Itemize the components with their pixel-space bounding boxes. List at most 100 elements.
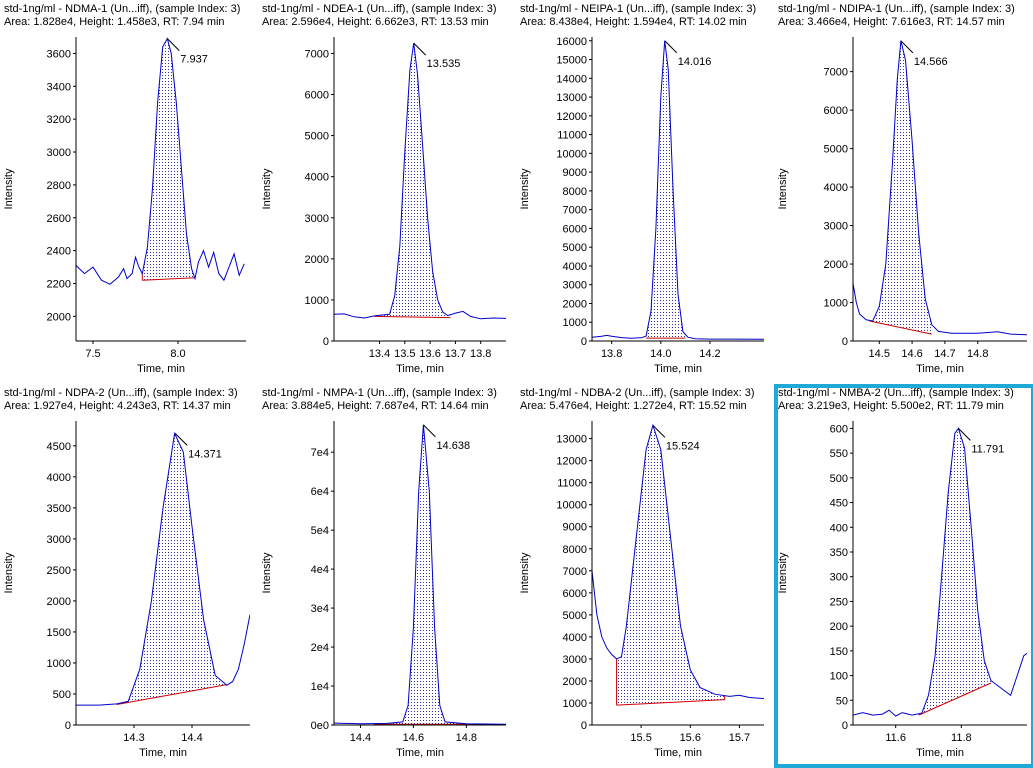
x-tick-label: 14.2: [699, 348, 720, 360]
y-tick-label: 2600: [47, 213, 71, 225]
selected-panel-frame: [774, 384, 1033, 768]
chromatogram-panel[interactable]: std-1ng/ml - NDBA-2 (Un...iff), (sample …: [516, 384, 774, 767]
y-tick-label: 1000: [563, 317, 587, 329]
y-tick-label: 0: [842, 336, 848, 348]
peak-label-leader: [652, 425, 666, 438]
x-tick-label: 8.0: [170, 348, 185, 360]
x-tick-label: 15.7: [729, 732, 750, 744]
y-tick-label: 12000: [556, 456, 587, 468]
chromatogram-plot: 2000 2200 2400 2600 2800 3000 3200 3400 3600 7.5 8…: [3, 37, 246, 375]
y-tick-label: 5000: [563, 610, 587, 622]
chromatogram-panel[interactable]: std-1ng/ml - NDEA-1 (Un...iff), (sample …: [258, 0, 516, 383]
chromatogram-panel[interactable]: std-1ng/ml - NMBA-2 (Un...iff), (sample …: [774, 384, 1032, 767]
peak-rt-label: 14.016: [678, 56, 712, 68]
y-tick-label: 4000: [824, 182, 848, 194]
y-tick-label: 0: [842, 720, 848, 732]
peak-label-leader: [664, 40, 678, 54]
y-tick-label: 14000: [556, 73, 587, 85]
x-tick-label: 13.7: [445, 348, 466, 360]
chromatogram-trace: [853, 40, 1027, 336]
y-tick-label: 1500: [47, 627, 71, 639]
peak-label-leader: [958, 428, 971, 441]
y-tick-label: 10000: [556, 148, 587, 160]
integration-baseline: [374, 315, 451, 319]
y-tick-label: 13000: [556, 92, 587, 104]
chromatogram-plot: 0e0 1e4 2e4 3e4 4e4 5e4 6e4 7e4 14.4 14.6 14.8 Time…: [261, 421, 506, 759]
integrated-area: [373, 424, 493, 725]
chromatogram-panel[interactable]: std-1ng/ml - NEIPA-1 (Un...iff), (sample…: [516, 0, 774, 383]
y-tick-label: 2200: [47, 278, 71, 290]
x-axis-label: Time, min: [396, 747, 444, 759]
y-tick-label: 2800: [47, 180, 71, 192]
y-tick-label: 2000: [47, 596, 71, 608]
chromatogram-plot: 0 50 100 150 200 250 300 350 400 450 500 550 600 11.6…: [777, 421, 1027, 759]
y-tick-label: 8000: [563, 186, 587, 198]
y-tick-label: 5e4: [311, 525, 329, 537]
chromatogram-plot: 0 1000 2000 3000 4000 5000 6000 7000 14.5 14.6 14.…: [777, 37, 1027, 375]
chromatogram-plot: 0 1000 2000 3000 4000 5000 6000 7000 8000 9000 100…: [519, 36, 764, 375]
y-tick-label: 200: [830, 621, 848, 633]
x-axis-label: Time, min: [139, 747, 187, 759]
y-tick-label: 3000: [563, 280, 587, 292]
y-tick-label: 12000: [556, 111, 587, 123]
y-tick-label: 3500: [47, 503, 71, 515]
panel-title: std-1ng/ml - NMBA-2 (Un...iff), (sample …: [778, 387, 1014, 399]
y-tick-label: 4e4: [311, 564, 329, 576]
y-tick-label: 7000: [563, 205, 587, 217]
y-tick-label: 450: [830, 498, 848, 510]
y-tick-label: 5000: [824, 144, 848, 156]
y-tick-label: 6000: [305, 90, 329, 102]
y-tick-label: 6e4: [311, 486, 329, 498]
integrated-area: [646, 40, 686, 339]
x-axis-label: Time, min: [654, 363, 702, 375]
y-axis-label: Intensity: [519, 168, 531, 209]
x-tick-label: 14.0: [650, 348, 671, 360]
panel-title: std-1ng/ml - NDBA-2 (Un...iff), (sample …: [520, 387, 755, 399]
peak-rt-label: 13.535: [427, 58, 461, 70]
y-axis-label: Intensity: [777, 552, 789, 593]
y-tick-label: 500: [53, 689, 71, 701]
panel-title: std-1ng/ml - NDMA-1 (Un...iff), (sample …: [4, 3, 241, 15]
peak-label-leader: [423, 424, 436, 438]
y-tick-label: 6000: [563, 223, 587, 235]
y-tick-label: 0: [581, 336, 587, 348]
peak-rt-label: 14.566: [914, 56, 948, 68]
peak-rt-label: 14.371: [188, 448, 222, 460]
peak-rt-label: 15.524: [666, 440, 700, 452]
panel-peak-info: Area: 1.927e4, Height: 4.243e3, RT: 14.3…: [4, 400, 231, 412]
chromatogram-panel[interactable]: std-1ng/ml - NDMA-1 (Un...iff), (sample …: [0, 0, 258, 383]
chromatogram-trace: [334, 43, 506, 320]
y-tick-label: 50: [836, 695, 848, 707]
y-tick-label: 1e4: [311, 681, 329, 693]
peak-label-leader: [413, 42, 427, 56]
y-tick-label: 6000: [563, 588, 587, 600]
x-tick-label: 13.8: [601, 348, 622, 360]
peak-rt-label: 14.638: [436, 440, 470, 452]
x-tick-label: 13.8: [470, 348, 491, 360]
y-tick-label: 4000: [47, 472, 71, 484]
x-tick-label: 11.6: [885, 732, 906, 744]
y-tick-label: 3000: [824, 221, 848, 233]
y-tick-label: 3000: [563, 654, 587, 666]
x-tick-label: 7.5: [85, 348, 100, 360]
x-tick-label: 14.4: [350, 732, 371, 744]
integration-baseline: [918, 682, 992, 716]
y-tick-label: 3e4: [311, 603, 329, 615]
y-tick-label: 3400: [47, 81, 71, 93]
y-tick-label: 150: [830, 646, 848, 658]
y-tick-label: 3600: [47, 48, 71, 60]
chromatogram-trace: [334, 424, 506, 725]
chromatogram-panel[interactable]: std-1ng/ml - NMPA-1 (Un...iff), (sample …: [258, 384, 516, 767]
panel-title: std-1ng/ml - NEIPA-1 (Un...iff), (sample…: [520, 3, 757, 15]
y-tick-label: 1000: [563, 698, 587, 710]
x-axis-label: Time, min: [396, 363, 444, 375]
y-tick-label: 0: [581, 720, 587, 732]
y-tick-label: 11000: [557, 130, 587, 142]
chromatogram-panel[interactable]: std-1ng/ml - NDIPA-1 (Un...iff), (sample…: [774, 0, 1032, 383]
chromatogram-panel[interactable]: std-1ng/ml - NDPA-2 (Un...iff), (sample …: [0, 384, 258, 767]
peak-rt-label: 11.791: [971, 443, 1004, 455]
y-tick-label: 13000: [556, 434, 587, 446]
y-tick-label: 4000: [563, 632, 587, 644]
y-axis-label: Intensity: [261, 168, 273, 209]
y-axis-label: Intensity: [519, 552, 531, 593]
